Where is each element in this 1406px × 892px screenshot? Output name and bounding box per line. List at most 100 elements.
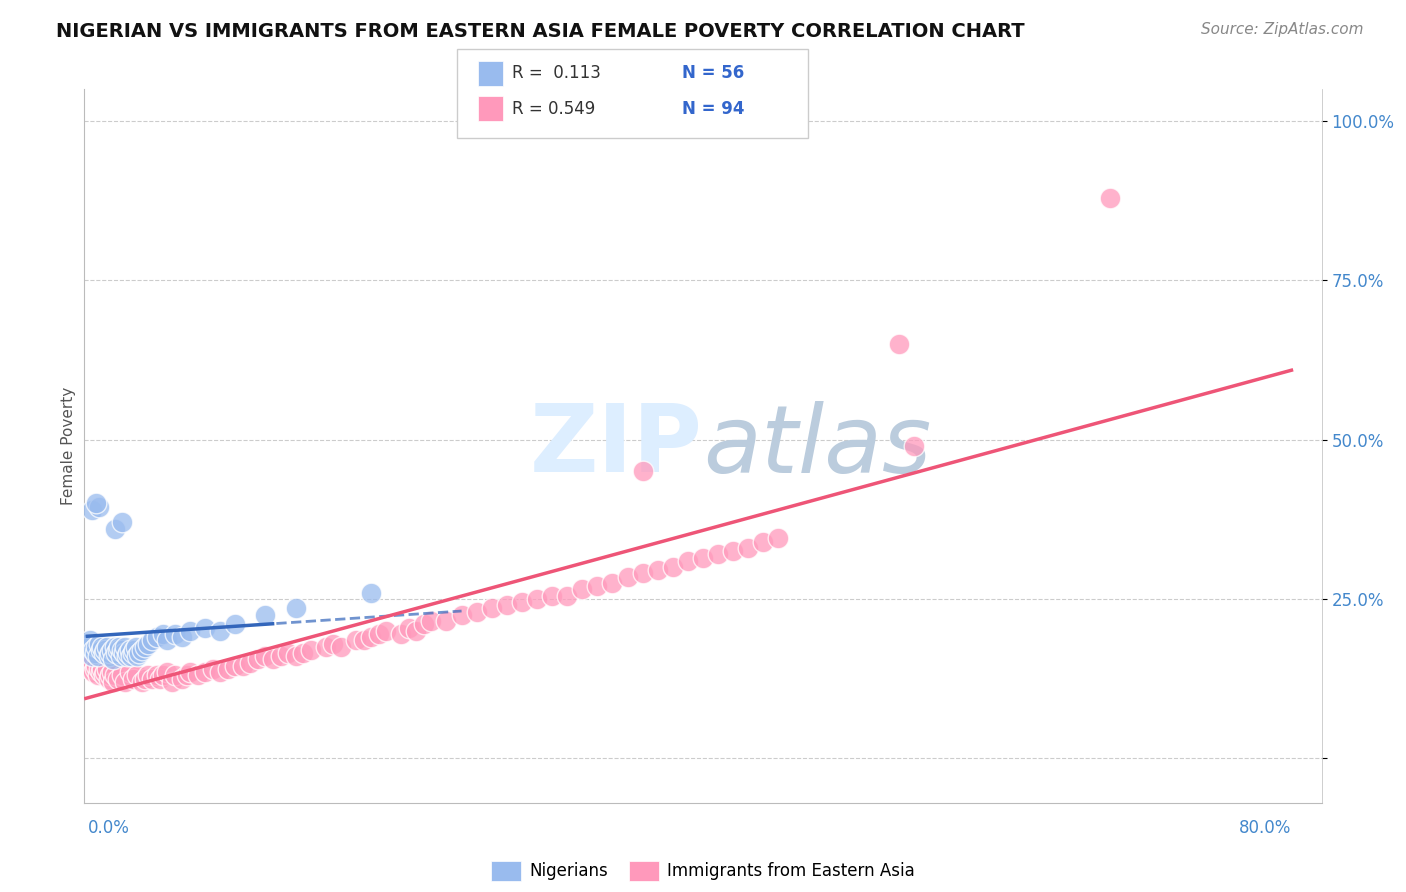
Point (103, 640, 125, 654)
Point (111, 668, 134, 682)
Point (389, 627, 412, 641)
Point (217, 662, 239, 676)
Text: N = 56: N = 56 (682, 64, 744, 82)
Point (647, 563, 669, 577)
Point (84, 646, 107, 660)
Point (510, 595, 533, 609)
Point (117, 646, 139, 660)
Point (360, 585, 382, 599)
Point (77, 640, 100, 654)
Point (284, 649, 307, 664)
Point (201, 662, 224, 676)
Y-axis label: Female Poverty: Female Poverty (60, 387, 76, 505)
Point (284, 601, 307, 615)
Point (77, 658, 100, 673)
Point (209, 665, 232, 680)
Point (152, 668, 174, 682)
Point (903, 439, 925, 453)
Point (292, 646, 315, 660)
Point (160, 674, 183, 689)
Point (124, 640, 146, 654)
Point (118, 665, 141, 680)
Point (676, 554, 699, 568)
Point (344, 633, 367, 648)
Point (194, 621, 217, 635)
Point (721, 544, 744, 558)
Legend: Nigerians, Immigrants from Eastern Asia: Nigerians, Immigrants from Eastern Asia (485, 855, 921, 888)
Point (571, 582, 593, 597)
Point (152, 627, 174, 641)
Point (889, 337, 911, 351)
Point (94, 665, 117, 680)
Point (94, 643, 117, 657)
Point (101, 652, 124, 666)
Point (76, 652, 98, 666)
Point (115, 649, 138, 664)
Point (122, 643, 145, 657)
Point (270, 649, 292, 664)
Point (179, 624, 201, 638)
Point (224, 658, 246, 673)
Point (118, 643, 141, 657)
Point (367, 627, 389, 641)
Point (93, 668, 115, 682)
Point (254, 607, 277, 622)
Point (111, 643, 134, 657)
Point (329, 640, 352, 654)
Point (107, 643, 129, 657)
Point (98, 668, 121, 682)
Point (481, 601, 503, 615)
Point (76, 636, 98, 650)
Point (662, 560, 685, 574)
Point (277, 646, 299, 660)
Point (156, 633, 179, 648)
Point (315, 640, 337, 654)
Point (246, 652, 269, 666)
Point (176, 668, 198, 682)
Point (84, 662, 107, 676)
Point (526, 591, 548, 606)
Text: 0.0%: 0.0% (87, 819, 129, 837)
Point (436, 614, 458, 628)
Point (114, 640, 136, 654)
Point (136, 668, 159, 682)
Point (141, 633, 163, 648)
Point (96, 640, 118, 654)
Point (86, 496, 108, 510)
Point (107, 672, 129, 686)
Point (768, 532, 790, 546)
Point (146, 668, 169, 682)
Point (186, 668, 208, 682)
Point (112, 646, 135, 660)
Point (111, 516, 134, 530)
Point (80, 656, 103, 670)
Point (232, 658, 254, 673)
Point (631, 566, 654, 581)
Point (100, 643, 122, 657)
Text: NIGERIAN VS IMMIGRANTS FROM EASTERN ASIA FEMALE POVERTY CORRELATION CHART: NIGERIAN VS IMMIGRANTS FROM EASTERN ASIA… (56, 22, 1025, 41)
Point (100, 665, 122, 680)
Point (465, 605, 488, 619)
Point (80, 649, 103, 664)
Point (90, 643, 112, 657)
Point (87, 668, 110, 682)
Point (121, 672, 143, 686)
Point (149, 672, 172, 686)
Point (224, 617, 246, 632)
Point (737, 541, 759, 555)
Point (86, 658, 108, 673)
Point (616, 569, 638, 583)
Point (134, 640, 156, 654)
Point (120, 649, 142, 664)
Point (254, 649, 277, 664)
Point (555, 589, 578, 603)
Text: R = 0.549: R = 0.549 (512, 100, 595, 118)
Text: R =  0.113: R = 0.113 (512, 64, 600, 82)
Point (91, 640, 114, 654)
Point (322, 636, 344, 650)
Point (90, 665, 112, 680)
Point (91, 662, 114, 676)
Point (262, 652, 284, 666)
Point (82, 643, 104, 657)
Point (586, 579, 609, 593)
